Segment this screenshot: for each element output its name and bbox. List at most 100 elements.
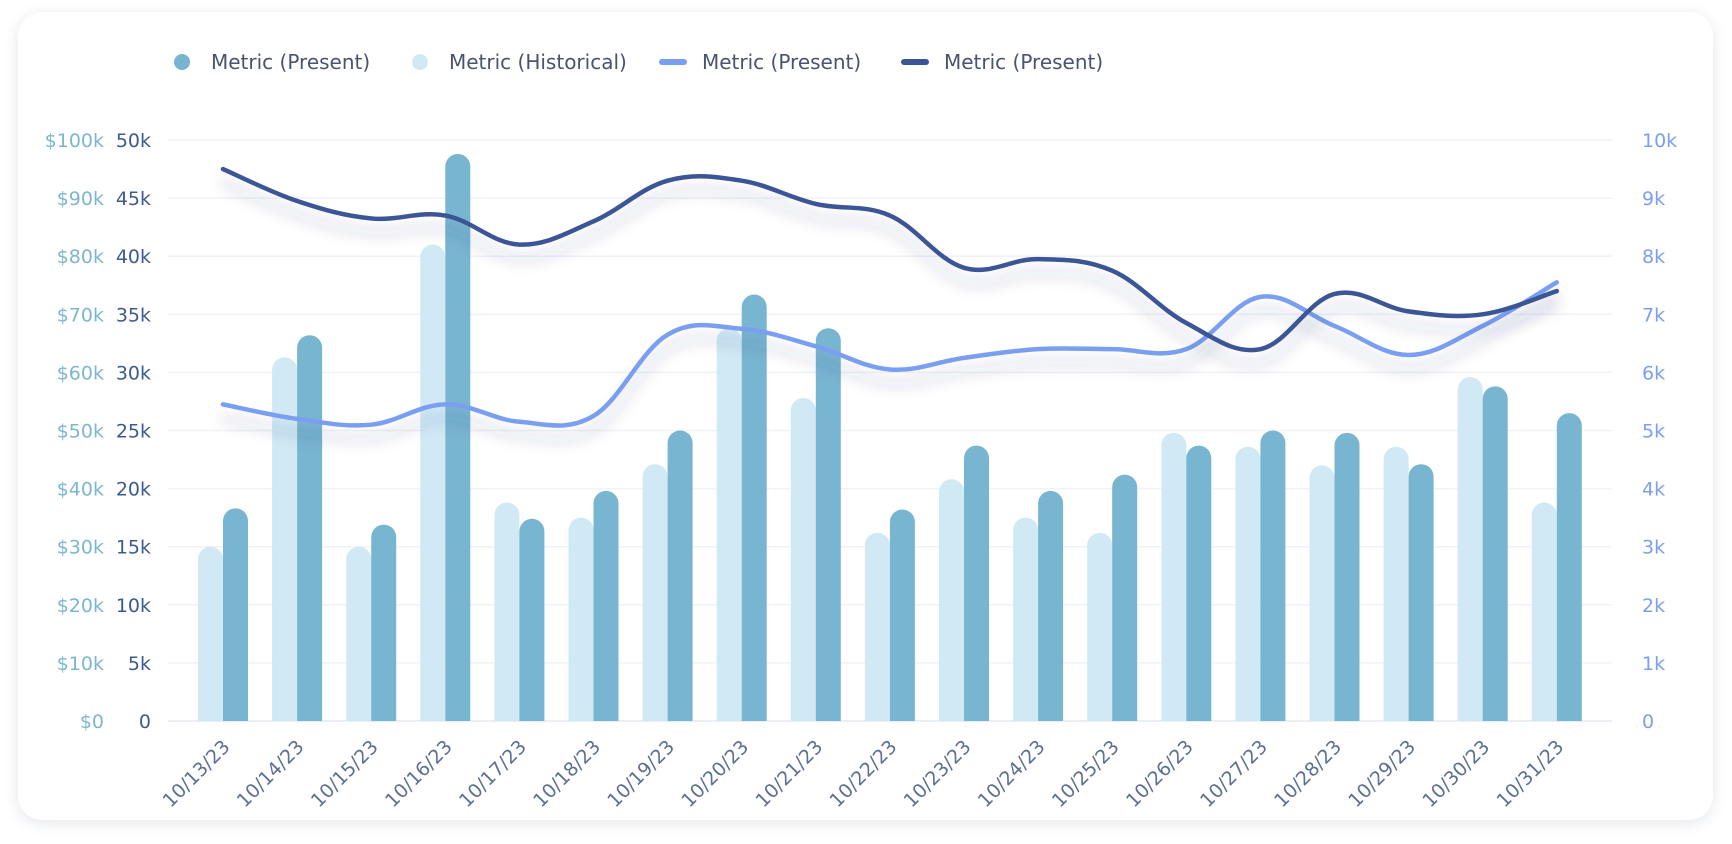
x-tick-label: 10/14/23 [233,736,309,812]
bar-historical[interactable] [790,397,816,721]
bar-historical[interactable] [568,517,594,721]
bar-present[interactable] [371,524,397,721]
bar-present[interactable] [1038,490,1064,721]
y-tick-right: 5k [1642,421,1665,443]
y-tick-left: 20k [116,479,151,501]
bar-historical[interactable] [272,357,298,721]
x-tick-label: 10/13/23 [159,736,235,812]
y-tick-left: 45k [116,188,151,210]
y-tick-usd: $50k [57,421,104,443]
y-axis-left: 0 5k 10k 15k 20k 25k 30k 35k 40k 45k 50k [116,130,151,733]
x-tick-label: 10/17/23 [455,736,531,812]
y-tick-usd: $10k [57,653,104,675]
y-tick-right: 0 [1642,711,1654,733]
bar-present[interactable] [593,490,619,721]
y-tick-left: 25k [116,421,151,443]
y-tick-right: 10k [1642,130,1677,152]
bar-present[interactable] [1556,413,1582,721]
bar-historical[interactable] [494,502,520,721]
bar-historical[interactable] [1383,446,1409,721]
x-tick-label: 10/26/23 [1122,736,1198,812]
y-tick-usd: $30k [57,537,104,559]
x-tick-label: 10/23/23 [900,736,976,812]
y-tick-left: 10k [116,595,151,617]
y-tick-left: 40k [116,246,151,268]
bar-historical[interactable] [1457,377,1483,721]
bar-historical[interactable] [420,244,446,721]
bar-present[interactable] [297,335,323,721]
bar-historical[interactable] [1161,432,1187,721]
x-tick-label: 10/21/23 [751,736,827,812]
bar-present[interactable] [1260,430,1286,721]
y-tick-right: 7k [1642,304,1665,326]
y-tick-right: 2k [1642,595,1665,617]
legend-marker [174,54,190,70]
lines [220,166,1560,428]
x-tick-label: 10/28/23 [1270,736,1346,812]
y-tick-usd: $70k [57,304,104,326]
y-tick-usd: $60k [57,362,104,384]
x-tick-label: 10/25/23 [1048,736,1124,812]
bar-present[interactable] [741,294,767,721]
y-tick-left: 30k [116,362,151,384]
y-tick-left: 5k [128,653,151,675]
bar-historical[interactable] [642,464,668,721]
x-tick-label: 10/16/23 [381,736,457,812]
y-tick-usd: $80k [57,246,104,268]
x-tick-label: 10/31/23 [1492,736,1568,812]
y-tick-left: 50k [116,130,151,152]
bar-historical[interactable] [1235,446,1261,721]
line-series-1[interactable] [220,280,1560,428]
x-tick-label: 10/20/23 [677,736,753,812]
x-axis: 10/13/2310/14/2310/15/2310/16/2310/17/23… [159,736,1569,812]
legend-label[interactable]: Metric (Present) [702,50,861,74]
bar-present[interactable] [1334,432,1360,721]
bar-historical[interactable] [1309,465,1335,721]
bar-historical[interactable] [939,479,964,721]
bar-historical[interactable] [1531,502,1557,721]
y-tick-left: 0 [139,711,151,733]
y-tick-left: 15k [116,537,151,559]
bar-historical[interactable] [716,328,742,721]
y-tick-right: 8k [1642,246,1665,268]
line-series-2[interactable] [220,166,1560,353]
legend-label[interactable]: Metric (Present) [944,50,1103,74]
x-tick-label: 10/24/23 [974,736,1050,812]
bar-historical[interactable] [1013,517,1039,721]
bar-present[interactable] [667,430,693,721]
bar-present[interactable] [964,445,989,721]
y-tick-left: 35k [116,304,151,326]
x-tick-label: 10/15/23 [307,736,383,812]
y-tick-usd: $0 [80,711,104,733]
bar-historical[interactable] [346,546,372,721]
legend-label[interactable]: Metric (Present) [211,50,370,74]
legend-label[interactable]: Metric (Historical) [449,50,627,74]
y-axis-right: 0 1k 2k 3k 4k 5k 6k 7k 8k 9k 10k [1642,130,1677,733]
y-tick-usd: $20k [57,595,104,617]
x-tick-label: 10/29/23 [1344,736,1420,812]
legend-marker [412,54,428,70]
bar-present[interactable] [1112,474,1138,721]
bar-present[interactable] [815,328,841,721]
bar-present[interactable] [223,508,248,721]
y-tick-right: 9k [1642,188,1665,210]
x-tick-label: 10/22/23 [826,736,902,812]
bar-historical[interactable] [1087,532,1113,721]
bar-present[interactable] [445,153,471,722]
bar-historical[interactable] [198,546,223,721]
bar-present[interactable] [1408,464,1434,721]
bar-present[interactable] [889,509,915,721]
bar-historical[interactable] [864,532,890,721]
bar-present[interactable] [1186,445,1212,721]
bars [198,153,1582,722]
y-tick-usd: $100k [45,130,104,152]
bar-present[interactable] [1482,386,1508,721]
x-tick-label: 10/30/23 [1418,736,1494,812]
y-tick-right: 6k [1642,362,1665,384]
bar-present[interactable] [519,518,545,721]
x-tick-label: 10/18/23 [529,736,605,812]
y-axis-usd: $0 $10k $20k $30k $40k $50k $60k $70k $80k $90k $1… [45,130,104,733]
legend: Metric (Present) Metric (Historical) Metri… [174,50,1103,74]
x-tick-label: 10/19/23 [603,736,679,812]
